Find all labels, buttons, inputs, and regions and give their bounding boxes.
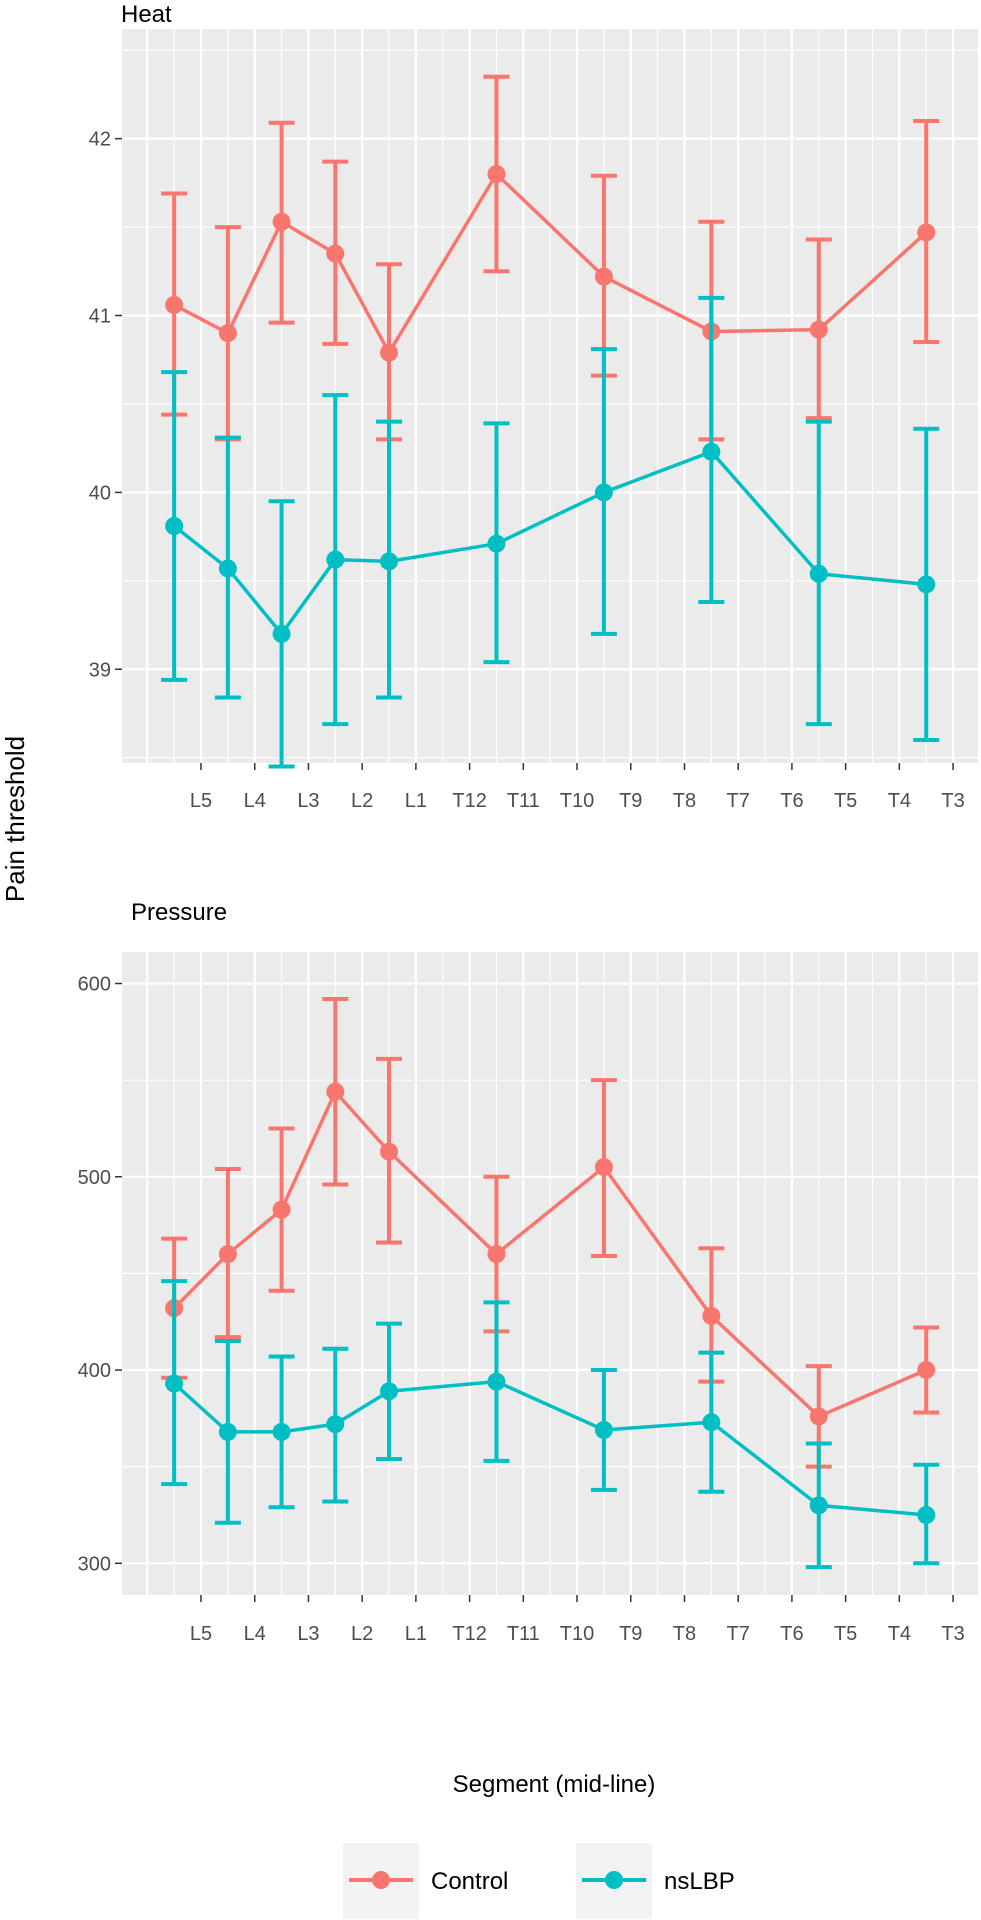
y-axis-title: Pain threshold — [0, 736, 30, 902]
pressure-nslbp-point — [917, 1505, 936, 1524]
heat-control-point — [487, 165, 506, 184]
heat-x-tick-label: L5 — [190, 790, 212, 812]
heat-control-point — [809, 320, 828, 339]
heat-x-tick-label: T9 — [619, 790, 642, 812]
pressure-control-point — [272, 1200, 291, 1219]
pressure-nslbp-point — [326, 1415, 345, 1434]
heat-control-point — [917, 223, 936, 242]
pressure-control-point — [326, 1082, 345, 1101]
pressure-x-tick-label: T7 — [727, 1623, 750, 1645]
panel-pressure-marks — [161, 996, 940, 1570]
pressure-nslbp-point — [272, 1422, 291, 1441]
pressure-control-point — [380, 1142, 399, 1161]
heat-nslbp-point — [702, 442, 721, 461]
panel-pressure-title: Pressure — [131, 899, 227, 926]
pressure-x-tick-label: T6 — [780, 1623, 803, 1645]
panel-pressure-y-axis: 300 400 500 600 — [78, 974, 122, 1575]
heat-control-point — [165, 295, 184, 314]
pressure-control-point — [594, 1158, 613, 1177]
pressure-y-tick-label: 300 — [78, 1553, 111, 1575]
pressure-x-tick-label: L4 — [244, 1623, 266, 1645]
heat-nslbp-line — [173, 449, 927, 636]
heat-x-tick-label: T5 — [834, 790, 857, 812]
pressure-nslbp-point — [809, 1496, 828, 1515]
pressure-nslbp-point — [380, 1382, 399, 1401]
heat-x-tick-label: L2 — [351, 790, 373, 812]
pressure-x-tick-label: T11 — [507, 1623, 540, 1645]
pressure-x-tick-label: T10 — [560, 1623, 594, 1645]
pressure-y-tick-label: 600 — [78, 974, 111, 996]
heat-x-tick-label: T6 — [780, 790, 803, 812]
heat-x-tick-label: T4 — [888, 790, 911, 812]
pressure-x-tick-label: T8 — [673, 1623, 696, 1645]
heat-nslbp-point — [272, 624, 291, 643]
heat-nslbp-point — [165, 516, 184, 535]
heat-x-tick-label: T10 — [560, 790, 594, 812]
pressure-x-tick-label: L3 — [297, 1623, 319, 1645]
pressure-control-point — [917, 1361, 936, 1380]
panel-pressure-grid — [122, 952, 978, 1595]
heat-x-tick-label: T7 — [727, 790, 750, 812]
legend-label-nslbp: nsLBP — [664, 1868, 735, 1895]
pressure-x-tick-label: T5 — [834, 1623, 857, 1645]
legend-key-nslbp-point — [605, 1871, 623, 1889]
pressure-nslbp-point — [702, 1413, 721, 1432]
pressure-control-point — [487, 1245, 506, 1264]
heat-x-tick-label: L1 — [405, 790, 427, 812]
heat-x-tick-label: T8 — [673, 790, 696, 812]
panel-heat-y-axis: 39 40 41 42 — [89, 129, 122, 681]
heat-x-tick-label: L4 — [244, 790, 266, 812]
heat-control-line — [173, 172, 928, 355]
pressure-x-tick-label: T3 — [941, 1623, 964, 1645]
heat-nslbp-point — [218, 559, 237, 578]
pressure-nslbp-point — [165, 1374, 184, 1393]
pressure-x-tick-label: T12 — [452, 1623, 486, 1645]
heat-nslbp-point — [326, 550, 345, 569]
heat-y-tick-label: 39 — [89, 659, 111, 681]
pressure-x-tick-label: T4 — [888, 1623, 911, 1645]
heat-nslbp-point — [809, 564, 828, 583]
panel-heat: 39 40 41 42 L5 L4 L3 L2 L1 T12 T11 T10 T9 T8 T7 T6 T5 T4… — [89, 1, 978, 812]
pressure-x-tick-label: L1 — [405, 1623, 427, 1645]
heat-control-point — [218, 324, 237, 343]
pressure-x-tick-label: L5 — [190, 1623, 212, 1645]
heat-nslbp-point — [917, 575, 936, 594]
pressure-y-tick-label: 400 — [78, 1360, 111, 1382]
panel-heat-title: Heat — [121, 1, 172, 28]
pressure-y-tick-label: 500 — [78, 1167, 111, 1189]
legend-key-control-point — [372, 1871, 390, 1889]
panel-heat-x-axis: L5 L4 L3 L2 L1 T12 T11 T10 T9 T8 T7 T6 T5 T4 T3 — [190, 763, 965, 812]
panel-pressure: 300 400 500 600 L5 L4 L3 L2 L1 T12 T11 T10 T9 T8 T7 T6… — [78, 899, 978, 1645]
heat-nslbp-point — [380, 552, 399, 571]
pressure-x-tick-label: T9 — [619, 1623, 642, 1645]
heat-y-tick-label: 42 — [89, 129, 111, 151]
pressure-control-line — [172, 1089, 927, 1419]
legend: Control nsLBP — [343, 1843, 735, 1919]
pressure-nslbp-line — [172, 1379, 927, 1517]
pressure-nslbp-point — [594, 1420, 613, 1439]
pressure-control-point — [218, 1245, 237, 1264]
pressure-nslbp-point — [218, 1422, 237, 1441]
heat-nslbp-point — [487, 534, 506, 553]
pressure-control-point — [809, 1407, 828, 1426]
heat-nslbp-point — [594, 483, 613, 502]
panel-heat-marks — [161, 74, 940, 769]
legend-label-control: Control — [431, 1868, 508, 1895]
pressure-x-tick-label: L2 — [351, 1623, 373, 1645]
pressure-control-point — [702, 1306, 721, 1325]
x-axis-title: Segment (mid-line) — [453, 1771, 656, 1798]
heat-x-tick-label: L3 — [297, 790, 319, 812]
heat-control-point — [380, 343, 399, 362]
pressure-nslbp-point — [487, 1372, 506, 1391]
heat-x-tick-label: T11 — [507, 790, 540, 812]
heat-y-tick-label: 41 — [89, 306, 111, 328]
heat-control-point — [594, 267, 613, 286]
heat-y-tick-label: 40 — [89, 482, 111, 504]
heat-x-tick-label: T3 — [941, 790, 964, 812]
heat-control-point — [326, 244, 345, 263]
heat-x-tick-label: T12 — [452, 790, 486, 812]
heat-control-point — [272, 212, 291, 231]
panel-pressure-x-axis: L5 L4 L3 L2 L1 T12 T11 T10 T9 T8 T7 T6 T5 T4 T3 — [190, 1595, 965, 1645]
